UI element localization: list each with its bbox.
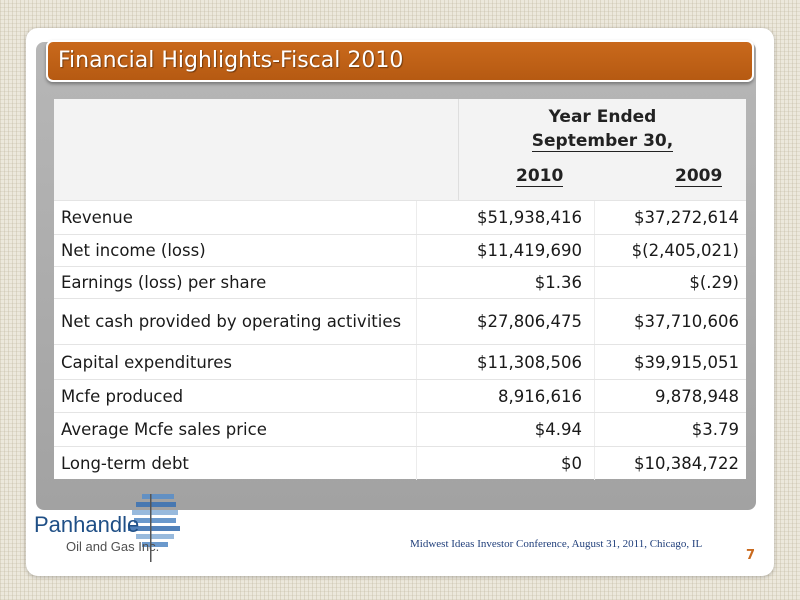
column-divider	[594, 413, 595, 447]
table-header-blank	[54, 99, 459, 200]
table-row: Capital expenditures $11,308,506 $39,915,0…	[54, 344, 746, 380]
column-divider	[416, 447, 417, 480]
slide: Financial Highlights-Fiscal 2010 Year En…	[26, 28, 774, 576]
column-divider	[594, 447, 595, 480]
page-number: 7	[746, 548, 756, 563]
header-year-ended: Year Ended	[548, 107, 657, 127]
column-header-2010: 2010	[516, 166, 564, 187]
column-divider	[594, 201, 595, 235]
table-row: Net cash provided by operating activitie…	[54, 298, 746, 345]
cell-2009: $(.29)	[689, 273, 739, 292]
column-divider	[416, 235, 417, 267]
cell-2010: $4.94	[534, 420, 582, 439]
cell-2010: $1.36	[534, 273, 582, 292]
row-label: Capital expenditures	[61, 353, 232, 372]
column-divider	[594, 267, 595, 299]
cell-2010: 8,916,616	[498, 387, 582, 406]
column-divider	[594, 299, 595, 345]
cell-2009: $37,710,606	[634, 312, 739, 331]
table-row: Mcfe produced 8,916,616 9,878,948	[54, 379, 746, 413]
table-row: Earnings (loss) per share $1.36 $(.29)	[54, 266, 746, 299]
table-row: Long-term debt $0 $10,384,722	[54, 446, 746, 480]
header-september: September 30,	[531, 131, 674, 152]
column-divider	[416, 345, 417, 380]
column-divider	[594, 235, 595, 267]
column-divider	[416, 267, 417, 299]
cell-2010: $11,419,690	[477, 241, 582, 260]
column-divider	[594, 380, 595, 413]
footer-text: Midwest Ideas Investor Conference, Augus…	[410, 538, 703, 550]
financial-table: Year Ended September 30, 2010 2009 Reven…	[54, 99, 746, 480]
cell-2009: $(2,405,021)	[631, 241, 739, 260]
logo-name: Panhandle	[34, 512, 140, 537]
slide-title: Financial Highlights-Fiscal 2010	[58, 48, 404, 73]
row-label: Average Mcfe sales price	[61, 420, 267, 439]
row-label: Earnings (loss) per share	[61, 273, 267, 292]
cell-2010: $11,308,506	[477, 353, 582, 372]
title-bar: Financial Highlights-Fiscal 2010	[46, 40, 754, 82]
row-label: Revenue	[61, 208, 133, 227]
column-divider	[416, 380, 417, 413]
logo-subname: Oil and Gas Inc.	[66, 539, 160, 554]
column-divider	[594, 345, 595, 380]
row-label: Long-term debt	[61, 454, 189, 473]
cell-2009: $37,272,614	[634, 208, 739, 227]
cell-2010: $0	[561, 454, 582, 473]
company-logo: Panhandle Oil and Gas Inc.	[32, 492, 212, 572]
column-header-2009: 2009	[675, 166, 723, 187]
logo-stripes-icon	[128, 494, 180, 562]
cell-2009: $39,915,051	[634, 353, 739, 372]
table-row: Average Mcfe sales price $4.94 $3.79	[54, 412, 746, 447]
cell-2010: $51,938,416	[477, 208, 582, 227]
row-label: Net cash provided by operating activitie…	[61, 312, 402, 331]
table-header-years: Year Ended September 30, 2010 2009	[459, 99, 746, 200]
column-divider	[416, 413, 417, 447]
cell-2010: $27,806,475	[477, 312, 582, 331]
table-row: Revenue $51,938,416 $37,272,614	[54, 200, 746, 235]
cell-2009: $10,384,722	[634, 454, 739, 473]
cell-2009: $3.79	[691, 420, 739, 439]
cell-2009: 9,878,948	[655, 387, 739, 406]
column-divider	[416, 201, 417, 235]
table-row: Net income (loss) $11,419,690 $(2,405,021)	[54, 234, 746, 267]
column-divider	[416, 299, 417, 345]
row-label: Mcfe produced	[61, 387, 184, 406]
row-label: Net income (loss)	[61, 241, 206, 260]
